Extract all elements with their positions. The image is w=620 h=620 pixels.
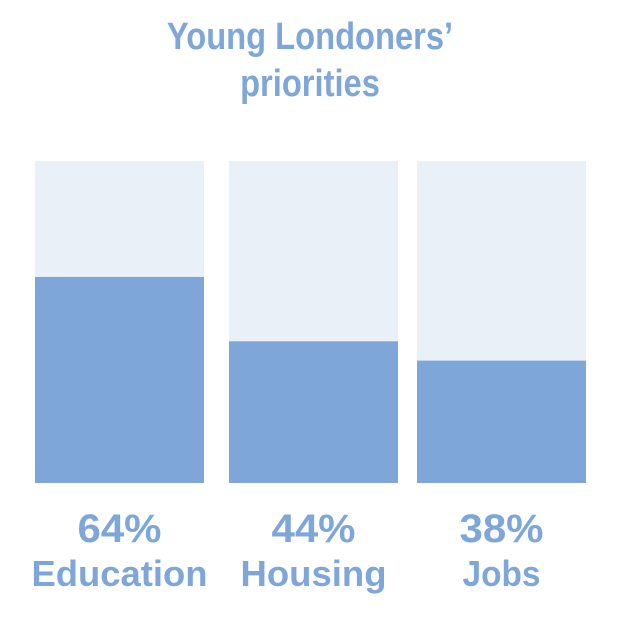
category-label-jobs: Jobs bbox=[463, 553, 541, 594]
chart-title-line-1: Young Londoners’ bbox=[166, 16, 454, 58]
bar-jobs bbox=[417, 360, 586, 483]
value-label-jobs: 38% bbox=[460, 507, 544, 551]
chart-title: Young Londoners’ priorities bbox=[43, 14, 576, 108]
value-label-housing: 44% bbox=[272, 507, 356, 551]
bar-education bbox=[35, 276, 204, 483]
category-label-housing: Housing bbox=[241, 553, 387, 594]
chart-title-line-2: priorities bbox=[240, 63, 380, 105]
category-label-education: Education bbox=[32, 553, 208, 594]
value-label-education: 64% bbox=[78, 507, 162, 551]
bar-housing bbox=[229, 341, 398, 483]
